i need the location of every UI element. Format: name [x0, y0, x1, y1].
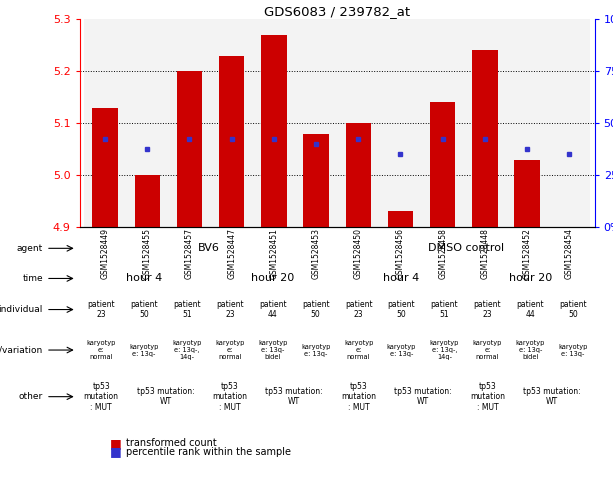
- Bar: [261, 35, 286, 227]
- Bar: [126, 19, 169, 227]
- Text: patient
44: patient 44: [259, 300, 287, 319]
- Text: patient
50: patient 50: [302, 300, 330, 319]
- Text: patient
50: patient 50: [387, 300, 416, 319]
- Text: tp53
mutation
: MUT: tp53 mutation : MUT: [470, 382, 505, 412]
- Text: other: other: [18, 392, 43, 401]
- Text: time: time: [22, 274, 43, 283]
- Text: individual: individual: [0, 305, 43, 314]
- Text: DMSO control: DMSO control: [428, 243, 504, 253]
- Bar: [219, 56, 245, 227]
- Text: hour 20: hour 20: [251, 273, 294, 284]
- Text: tp53
mutation
: MUT: tp53 mutation : MUT: [83, 382, 119, 412]
- Bar: [177, 71, 202, 227]
- Text: tp53 mutation:
WT: tp53 mutation: WT: [394, 387, 452, 406]
- Text: patient
51: patient 51: [173, 300, 201, 319]
- Bar: [430, 102, 455, 227]
- Text: BV6: BV6: [197, 243, 219, 253]
- Text: karyotyp
e: 13q-: karyotyp e: 13q-: [301, 343, 330, 356]
- Text: tp53 mutation:
WT: tp53 mutation: WT: [523, 387, 581, 406]
- Bar: [422, 19, 464, 227]
- Title: GDS6083 / 239782_at: GDS6083 / 239782_at: [264, 5, 410, 18]
- Text: karyotyp
e: 13q-,
14q-: karyotyp e: 13q-, 14q-: [172, 340, 202, 360]
- Text: tp53
mutation
: MUT: tp53 mutation : MUT: [341, 382, 376, 412]
- Text: karyotyp
e: 13q-
bidel: karyotyp e: 13q- bidel: [258, 340, 287, 360]
- Text: karyotyp
e:
normal: karyotyp e: normal: [86, 340, 116, 360]
- Text: karyotyp
e: 13q-
bidel: karyotyp e: 13q- bidel: [516, 340, 545, 360]
- Bar: [303, 133, 329, 227]
- Text: tp53
mutation
: MUT: tp53 mutation : MUT: [212, 382, 248, 412]
- Text: patient
23: patient 23: [216, 300, 244, 319]
- Bar: [84, 19, 126, 227]
- Text: patient
50: patient 50: [130, 300, 158, 319]
- Text: hour 4: hour 4: [383, 273, 420, 284]
- Bar: [295, 19, 337, 227]
- Bar: [93, 108, 118, 227]
- Bar: [337, 19, 379, 227]
- Text: patient
44: patient 44: [516, 300, 544, 319]
- Text: ■: ■: [110, 437, 122, 450]
- Text: ■: ■: [110, 445, 122, 458]
- Text: karyotyp
e: 13q-,
14q-: karyotyp e: 13q-, 14q-: [430, 340, 459, 360]
- Bar: [346, 123, 371, 227]
- Text: agent: agent: [17, 244, 43, 253]
- Text: karyotyp
e:
normal: karyotyp e: normal: [473, 340, 502, 360]
- Bar: [388, 212, 413, 227]
- Bar: [379, 19, 422, 227]
- Bar: [169, 19, 210, 227]
- Bar: [210, 19, 253, 227]
- Text: karyotyp
e: 13q-: karyotyp e: 13q-: [387, 343, 416, 356]
- Bar: [253, 19, 295, 227]
- Text: patient
23: patient 23: [473, 300, 501, 319]
- Text: tp53 mutation:
WT: tp53 mutation: WT: [137, 387, 194, 406]
- Bar: [464, 19, 506, 227]
- Bar: [135, 175, 160, 227]
- Text: patient
51: patient 51: [430, 300, 459, 319]
- Text: karyotyp
e:
normal: karyotyp e: normal: [344, 340, 373, 360]
- Bar: [472, 50, 498, 227]
- Text: karyotyp
e: 13q-: karyotyp e: 13q-: [129, 343, 159, 356]
- Text: karyotyp
e:
normal: karyotyp e: normal: [215, 340, 245, 360]
- Bar: [548, 19, 590, 227]
- Bar: [514, 159, 539, 227]
- Text: hour 4: hour 4: [126, 273, 162, 284]
- Text: hour 20: hour 20: [509, 273, 552, 284]
- Text: patient
50: patient 50: [559, 300, 587, 319]
- Bar: [506, 19, 548, 227]
- Text: transformed count: transformed count: [126, 439, 216, 448]
- Text: percentile rank within the sample: percentile rank within the sample: [126, 447, 291, 456]
- Text: patient
23: patient 23: [345, 300, 373, 319]
- Text: karyotyp
e: 13q-: karyotyp e: 13q-: [558, 343, 588, 356]
- Text: tp53 mutation:
WT: tp53 mutation: WT: [265, 387, 323, 406]
- Text: genotype/variation: genotype/variation: [0, 345, 43, 355]
- Text: patient
23: patient 23: [87, 300, 115, 319]
